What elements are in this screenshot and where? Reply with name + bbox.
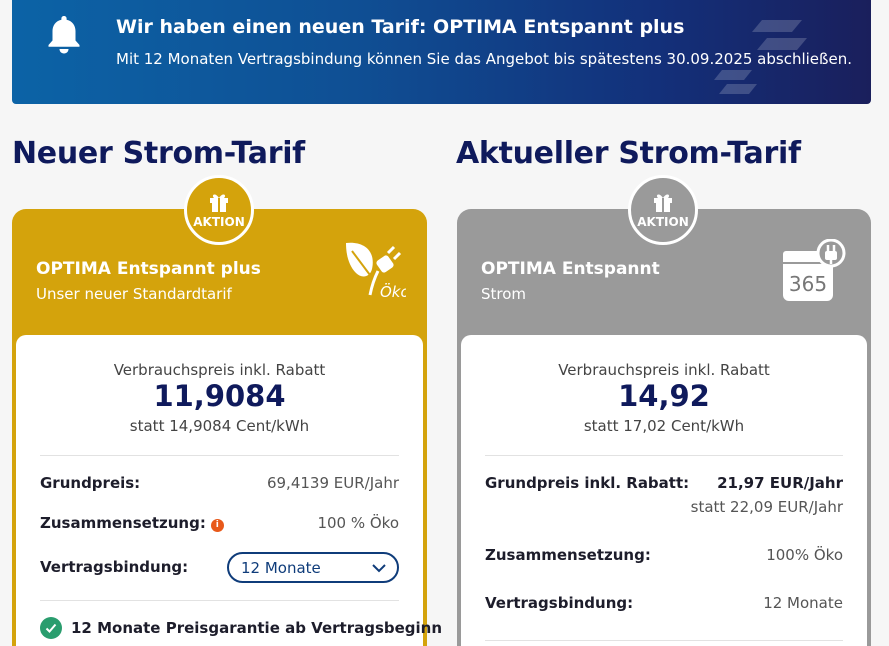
badge-label: AKTION — [193, 215, 245, 229]
grundpreis-label: Grundpreis inkl. Rabatt: — [485, 474, 690, 492]
chevron-down-icon — [372, 564, 386, 573]
eco-plug-icon: Öko — [346, 242, 406, 301]
vertragsbindung-select[interactable]: 12 Monate — [227, 552, 399, 583]
price-value: 14,92 — [618, 379, 710, 413]
gift-icon — [654, 194, 672, 212]
gift-icon — [210, 194, 228, 212]
vertragsbindung-selected: 12 Monate — [241, 558, 321, 577]
divider — [40, 455, 399, 456]
eco-label: Öko — [380, 282, 406, 301]
grundpreis-value: 21,97 EUR/Jahr — [717, 474, 843, 492]
divider — [485, 455, 843, 456]
current-tariff-heading: Aktueller Strom-Tarif — [456, 136, 801, 171]
vertragsbindung-label: Vertragsbindung: — [485, 594, 634, 612]
price-original: statt 17,02 Cent/kWh — [583, 417, 745, 435]
price-guarantee: 12 Monate Preisgarantie ab Vertragsbegin… — [40, 617, 442, 639]
new-tariff-heading: Neuer Strom-Tarif — [12, 136, 305, 171]
current-tariff-details: Verbrauchspreis inkl. Rabatt 14,92 statt… — [461, 335, 867, 646]
tariff-subtitle: Strom — [481, 285, 527, 303]
current-tariff-card: AKTION OPTIMA Entspannt Strom 365 Verbra… — [457, 175, 871, 646]
aktion-badge: AKTION — [628, 175, 698, 245]
grundpreis-value: 69,4139 EUR/Jahr — [266, 474, 399, 492]
grundpreis-label: Grundpreis: — [40, 474, 141, 492]
new-tariff-details: Verbrauchspreis inkl. Rabatt 11,9084 sta… — [16, 335, 442, 646]
announcement-banner: Wir haben einen neuen Tarif: OPTIMA Ents… — [12, 0, 871, 104]
zusammensetzung-label: Zusammensetzung: — [485, 546, 651, 564]
zusammensetzung-row: Zusammensetzung: i — [40, 514, 224, 532]
tariff-name: OPTIMA Entspannt — [481, 259, 660, 279]
check-icon — [40, 617, 62, 639]
logo-watermark-icon — [714, 20, 807, 94]
zusammensetzung-label: Zusammensetzung: — [40, 514, 206, 532]
tariff-name: OPTIMA Entspannt plus — [36, 259, 261, 279]
aktion-badge: AKTION — [184, 175, 254, 245]
zusammensetzung-value: 100% Öko — [766, 546, 843, 564]
bell-icon — [48, 16, 80, 54]
vertragsbindung-value: 12 Monate — [763, 594, 843, 612]
calendar-plug-icon: 365 — [783, 239, 846, 301]
info-icon[interactable]: i — [210, 519, 224, 532]
price-label: Verbrauchspreis inkl. Rabatt — [113, 361, 326, 379]
zusammensetzung-value: 100 % Öko — [317, 514, 399, 532]
price-label: Verbrauchspreis inkl. Rabatt — [558, 361, 770, 379]
banner-title: Wir haben einen neuen Tarif: OPTIMA Ents… — [116, 16, 685, 38]
new-tariff-card: AKTION OPTIMA Entspannt plus Unser neuer… — [12, 175, 442, 646]
guarantee-text: 12 Monate Preisgarantie ab Vertragsbegin… — [71, 619, 443, 637]
calendar-label: 365 — [789, 272, 827, 296]
divider — [40, 600, 399, 601]
divider — [485, 640, 843, 641]
vertragsbindung-label: Vertragsbindung: — [40, 558, 189, 576]
badge-label: AKTION — [637, 215, 689, 229]
price-value: 11,9084 — [153, 379, 286, 413]
grundpreis-original: statt 22,09 EUR/Jahr — [690, 498, 843, 516]
tariff-subtitle: Unser neuer Standardtarif — [36, 285, 232, 303]
price-original: statt 14,9084 Cent/kWh — [129, 417, 310, 435]
banner-text: Mit 12 Monaten Vertragsbindung können Si… — [116, 50, 852, 68]
